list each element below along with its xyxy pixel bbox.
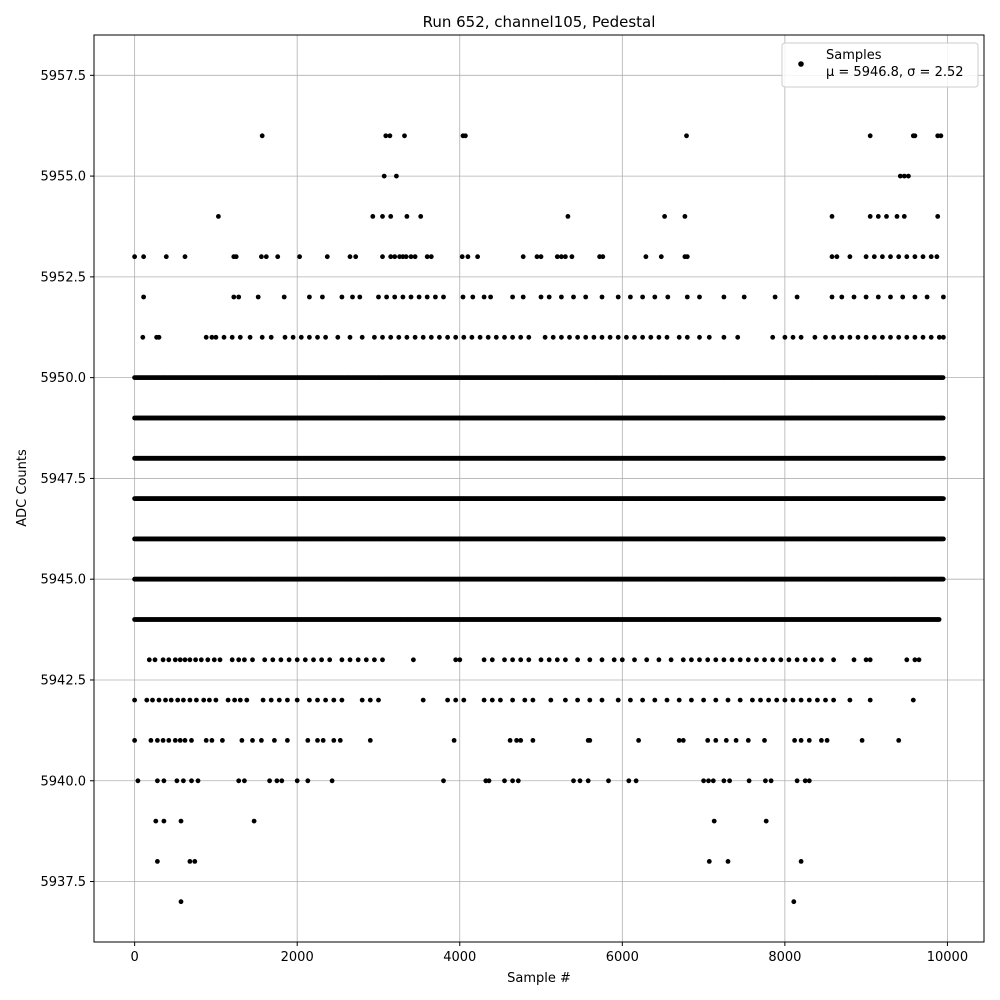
grid-lines bbox=[94, 35, 984, 942]
sample-point bbox=[941, 496, 946, 501]
data-points bbox=[132, 133, 946, 905]
sample-point bbox=[936, 617, 942, 622]
sample-point bbox=[941, 536, 946, 542]
sample-point bbox=[941, 455, 946, 461]
sample-point bbox=[940, 576, 946, 582]
chart-title: Run 652, channel105, Pedestal bbox=[423, 13, 656, 31]
